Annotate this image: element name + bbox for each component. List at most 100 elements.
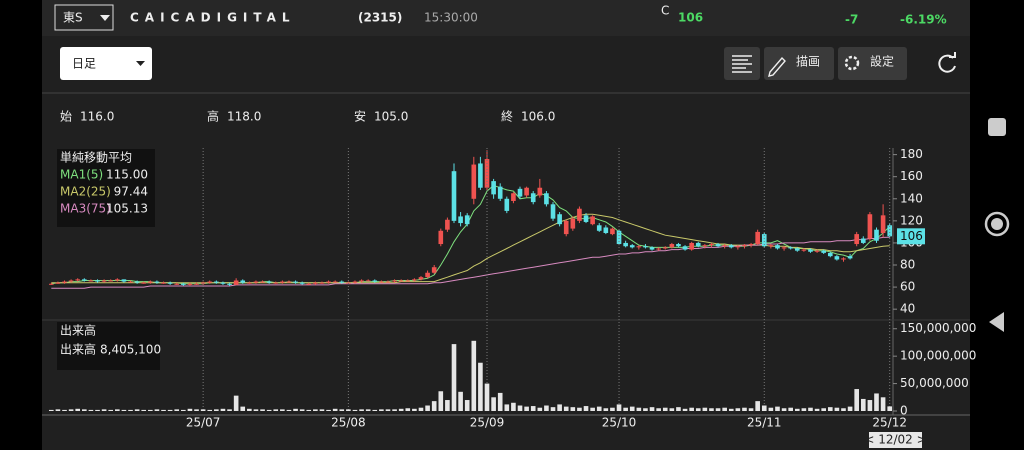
candle-body [438, 230, 444, 245]
volume-bar [636, 407, 642, 411]
home-button[interactable] [984, 211, 1010, 237]
candle-body [854, 234, 860, 245]
candle-body [299, 282, 305, 284]
x-tick-label: 25/08 [331, 416, 366, 430]
legend-name: MA1(5) [60, 168, 103, 182]
volume-bar [332, 408, 338, 411]
legend-box [57, 149, 155, 227]
candle-body [715, 244, 721, 247]
volume-bar [801, 408, 807, 411]
stock-code: (2315) [358, 11, 402, 25]
x-tick-label: 25/10 [602, 416, 637, 430]
volume-bar [550, 407, 556, 411]
legend-value: 97.44 [114, 185, 148, 199]
candle-body [240, 280, 246, 283]
period: 日足 [72, 57, 96, 71]
candle-body [352, 281, 358, 283]
volume-bar [161, 409, 166, 411]
volume-bar [860, 398, 866, 411]
volume-bar [227, 409, 232, 411]
volume-bar [319, 409, 325, 411]
price-tag: 106 [900, 229, 923, 243]
candle-body [154, 281, 160, 283]
volume-bar [761, 405, 767, 411]
candle-body [48, 283, 54, 285]
ohlc-value: 105.0 [374, 110, 408, 124]
recents-button[interactable] [988, 118, 1006, 136]
candle-body [293, 281, 298, 283]
ohlc-label: 終 [501, 109, 513, 124]
candle-body [682, 246, 688, 250]
candle-body [544, 193, 549, 205]
legend-name: MA2(25) [60, 185, 111, 199]
candle-body [610, 228, 615, 235]
candle-body [662, 247, 668, 249]
volume-bar [511, 402, 516, 411]
volume-bar [478, 362, 483, 411]
ohlc-label: 安 [354, 109, 366, 124]
volume-bar [405, 408, 411, 411]
candle-body [669, 244, 675, 248]
y-tick-label: 100,000,000 [900, 349, 976, 363]
volume-bar [623, 407, 628, 411]
candle-body [392, 280, 397, 282]
volume-bar [134, 409, 140, 411]
candle-body [524, 187, 529, 196]
volume-bar [794, 408, 800, 411]
volume-bar [181, 409, 186, 411]
settings-button[interactable] [838, 47, 907, 80]
refresh-arrow [949, 52, 956, 58]
candle-body [557, 214, 562, 225]
back-button[interactable] [989, 312, 1004, 332]
header-bar [42, 0, 970, 36]
change: -7 [845, 13, 858, 27]
candle-body [55, 282, 61, 284]
volume-bar [431, 401, 437, 411]
volume-bar [577, 407, 582, 411]
volume-bar [379, 409, 384, 411]
candle-body [689, 242, 694, 250]
volume-bar [768, 407, 774, 411]
refresh-icon[interactable] [938, 54, 956, 73]
candle-body [214, 281, 219, 283]
volume-bar [200, 409, 206, 411]
volume-bar [48, 409, 54, 411]
volume-bar [154, 409, 160, 411]
candle-body [742, 245, 747, 247]
volume-bar [253, 409, 259, 411]
volume-bar [821, 408, 826, 411]
candle-body [596, 225, 602, 231]
period-dropdown[interactable] [60, 47, 152, 80]
candle-body [577, 208, 582, 221]
candle-body [656, 248, 661, 250]
candle-body [530, 193, 536, 203]
gear-icon [844, 55, 860, 71]
pencil-icon [768, 56, 786, 77]
candle-body [629, 245, 635, 248]
volume-bar [214, 409, 219, 411]
candle-body [709, 244, 714, 246]
x-tick-label: 25/09 [470, 416, 505, 430]
ohlc-label: 高 [207, 109, 219, 124]
candle-body [372, 280, 378, 282]
candle-body [81, 279, 87, 281]
candle-body [788, 247, 793, 249]
candle-body [161, 282, 166, 284]
candle-body [603, 227, 609, 233]
volume-bar [590, 407, 595, 411]
volume-bar [392, 409, 397, 411]
cursor-date-box[interactable] [869, 432, 922, 448]
candle-body [761, 234, 767, 247]
volume-bar [81, 409, 87, 411]
candle-body [187, 283, 193, 285]
candle-body [141, 282, 147, 284]
volume-bar [603, 408, 609, 411]
x-tick-label: 25/12 [872, 416, 907, 430]
list-icon [732, 55, 752, 73]
volume-bar [695, 408, 701, 411]
volume-bar [306, 409, 312, 411]
price: 106 [678, 11, 703, 25]
candle-body [728, 245, 734, 248]
volume-bar [445, 400, 450, 411]
draw-button[interactable] [764, 47, 834, 80]
